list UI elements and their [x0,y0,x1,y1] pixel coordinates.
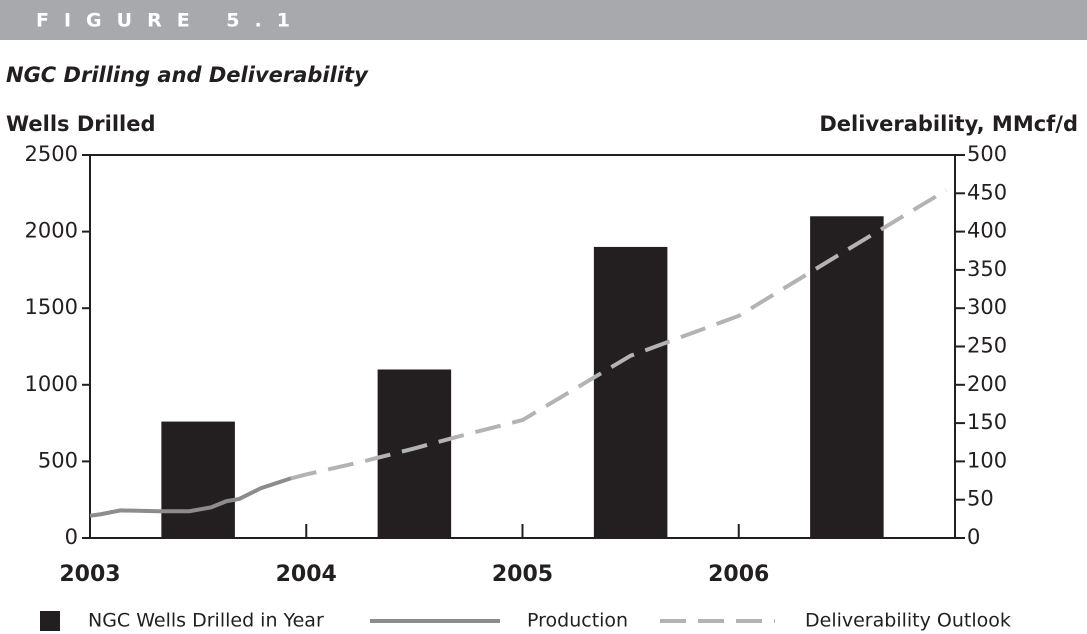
y2-tick-label: 350 [967,257,1007,281]
y2-tick-label: 450 [967,180,1007,204]
chart-title: NGC Drilling and Deliverability [6,63,369,87]
y-tick-label: 500 [38,448,78,472]
x-tick-label: 2003 [59,562,120,587]
y2-tick-label: 0 [967,525,980,549]
header-bar [0,0,1087,40]
y-tick-label: 1000 [25,372,78,396]
y2-tick-label: 250 [967,334,1007,358]
y2-tick-label: 50 [967,487,994,511]
y-tick-label: 0 [65,525,78,549]
x-tick-label: 2005 [492,562,553,587]
y2-tick-label: 200 [967,372,1007,396]
y-tick-label: 2000 [25,219,78,243]
y-tick-label: 2500 [25,142,78,166]
y2-tick-label: 150 [967,410,1007,434]
legend-label: Production [527,610,628,632]
y-axis-title: Wells Drilled [6,112,156,136]
x-tick-label: 2004 [276,562,337,587]
figure-label: FIGURE 5.1 [36,10,305,32]
y2-tick-label: 400 [967,219,1007,243]
legend-label: Deliverability Outlook [805,610,1011,632]
y2-tick-label: 300 [967,295,1007,319]
y-tick-label: 1500 [25,295,78,319]
bar [810,216,884,538]
bar [593,246,668,539]
line [89,476,292,518]
y2-tick-label: 500 [967,142,1007,166]
dashed-line [290,188,948,481]
y2-axis-title: Deliverability, MMcf/d [819,112,1078,136]
bar [161,421,235,538]
legend-swatch [40,611,60,631]
legend-label: NGC Wells Drilled in Year [88,610,324,632]
x-tick-label: 2006 [708,562,769,587]
y2-tick-label: 100 [967,448,1007,472]
